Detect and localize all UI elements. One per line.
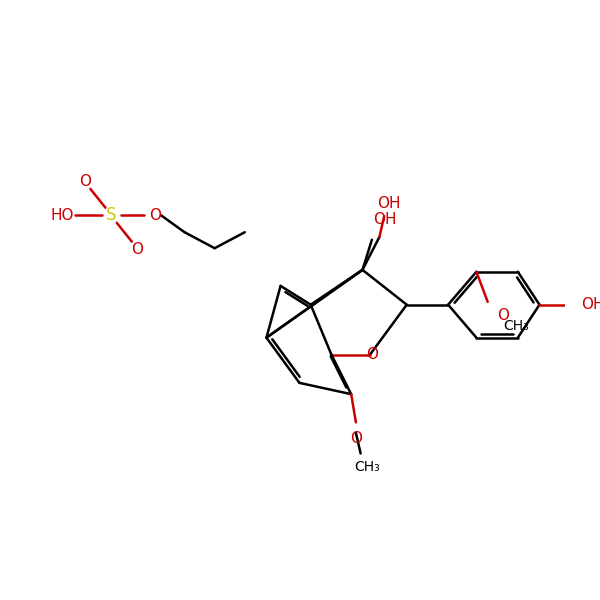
Text: OH: OH (377, 196, 401, 211)
Text: CH₃: CH₃ (503, 319, 529, 334)
Text: O: O (149, 208, 161, 223)
Text: O: O (131, 242, 143, 257)
Text: OH: OH (373, 212, 397, 227)
Text: OH: OH (581, 297, 600, 312)
Text: O: O (350, 431, 362, 446)
Text: HO: HO (50, 208, 74, 223)
Text: CH₃: CH₃ (355, 460, 380, 473)
Text: S: S (106, 206, 116, 224)
Text: O: O (366, 347, 378, 362)
Text: O: O (79, 174, 91, 189)
Text: O: O (497, 308, 509, 323)
